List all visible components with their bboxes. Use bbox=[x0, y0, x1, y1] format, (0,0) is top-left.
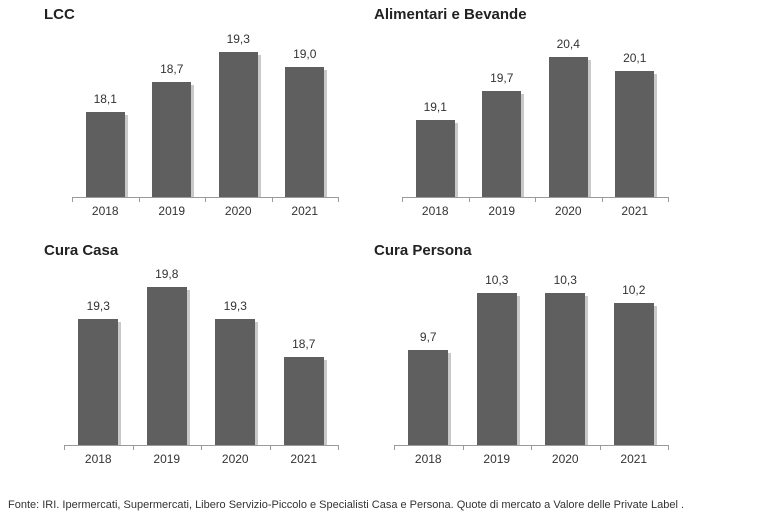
x-tick-label: 2021 bbox=[291, 204, 318, 218]
x-tick-label: 2018 bbox=[92, 204, 119, 218]
bar-chart: 9,7 2018 10,3 2019 10,3 2020 10,2 2021 bbox=[394, 273, 669, 466]
bar-2020 bbox=[545, 293, 585, 445]
value-label: 10,3 bbox=[554, 273, 578, 287]
x-tick-label: 2018 bbox=[415, 452, 442, 466]
bar-2020 bbox=[219, 52, 258, 197]
chart-title: LCC bbox=[44, 6, 75, 23]
x-tick-label: 2018 bbox=[85, 452, 112, 466]
x-tick-label: 2020 bbox=[552, 452, 579, 466]
chart-title: Cura Persona bbox=[374, 242, 472, 259]
bar-2018 bbox=[408, 350, 448, 445]
value-label: 19,7 bbox=[490, 71, 514, 85]
x-tick-label: 2021 bbox=[620, 452, 647, 466]
chart-panel-cura-persona: Cura Persona 9,7 2018 10,3 2019 10,3 2020 10,2… bbox=[360, 236, 690, 472]
chart-title: Alimentari e Bevande bbox=[374, 6, 527, 23]
bar-2019 bbox=[147, 287, 187, 445]
bar-2018 bbox=[86, 112, 125, 197]
value-label: 18,7 bbox=[160, 62, 184, 76]
bar-2021 bbox=[285, 67, 324, 197]
value-label: 20,1 bbox=[623, 51, 647, 65]
x-tick-label: 2020 bbox=[222, 452, 249, 466]
value-label: 19,3 bbox=[227, 32, 251, 46]
value-label: 19,0 bbox=[293, 47, 317, 61]
x-tick-label: 2021 bbox=[290, 452, 317, 466]
value-label: 19,8 bbox=[155, 267, 179, 281]
bar-2018 bbox=[78, 319, 118, 445]
source-footnote: Fonte: IRI. Ipermercati, Supermercati, L… bbox=[8, 499, 685, 511]
bar-2021 bbox=[284, 357, 324, 445]
bar-2021 bbox=[614, 303, 654, 445]
x-tick-label: 2019 bbox=[483, 452, 510, 466]
bar-2019 bbox=[482, 91, 521, 197]
bar-2018 bbox=[416, 120, 455, 197]
x-tick-label: 2019 bbox=[153, 452, 180, 466]
bar-2020 bbox=[549, 57, 588, 197]
bar-2020 bbox=[215, 319, 255, 445]
x-tick-label: 2019 bbox=[488, 204, 515, 218]
x-tick-label: 2018 bbox=[422, 204, 449, 218]
x-tick-label: 2019 bbox=[158, 204, 185, 218]
value-label: 19,1 bbox=[424, 100, 448, 114]
bar-2019 bbox=[477, 293, 517, 445]
value-label: 10,2 bbox=[622, 283, 646, 297]
value-label: 18,7 bbox=[292, 337, 316, 351]
value-label: 19,3 bbox=[224, 299, 248, 313]
chart-panel-cura-casa: Cura Casa 19,3 2018 19,8 2019 19,3 2020 18,7 20… bbox=[30, 236, 360, 472]
value-label: 9,7 bbox=[420, 330, 437, 344]
chart-title: Cura Casa bbox=[44, 242, 119, 259]
bar-2019 bbox=[152, 82, 191, 197]
bar-chart: 19,3 2018 19,8 2019 19,3 2020 18,7 2021 bbox=[64, 267, 339, 466]
bar-chart: 19,1 2018 19,7 2019 20,4 2020 20,1 2021 bbox=[402, 37, 669, 218]
bar-chart: 18,1 2018 18,7 2019 19,3 2020 19,0 2021 bbox=[72, 32, 339, 218]
value-label: 20,4 bbox=[557, 37, 581, 51]
chart-panel-lcc: LCC 18,1 2018 18,7 2019 19,3 2020 19,0 2021 bbox=[30, 0, 360, 230]
value-label: 10,3 bbox=[485, 273, 509, 287]
x-tick-label: 2020 bbox=[225, 204, 252, 218]
x-tick-label: 2020 bbox=[555, 204, 582, 218]
chart-panel-alimentari-bevande: Alimentari e Bevande 19,1 2018 19,7 2019 20,… bbox=[360, 0, 690, 230]
x-tick-label: 2021 bbox=[621, 204, 648, 218]
bar-2021 bbox=[615, 71, 654, 197]
value-label: 19,3 bbox=[87, 299, 111, 313]
value-label: 18,1 bbox=[94, 92, 118, 106]
